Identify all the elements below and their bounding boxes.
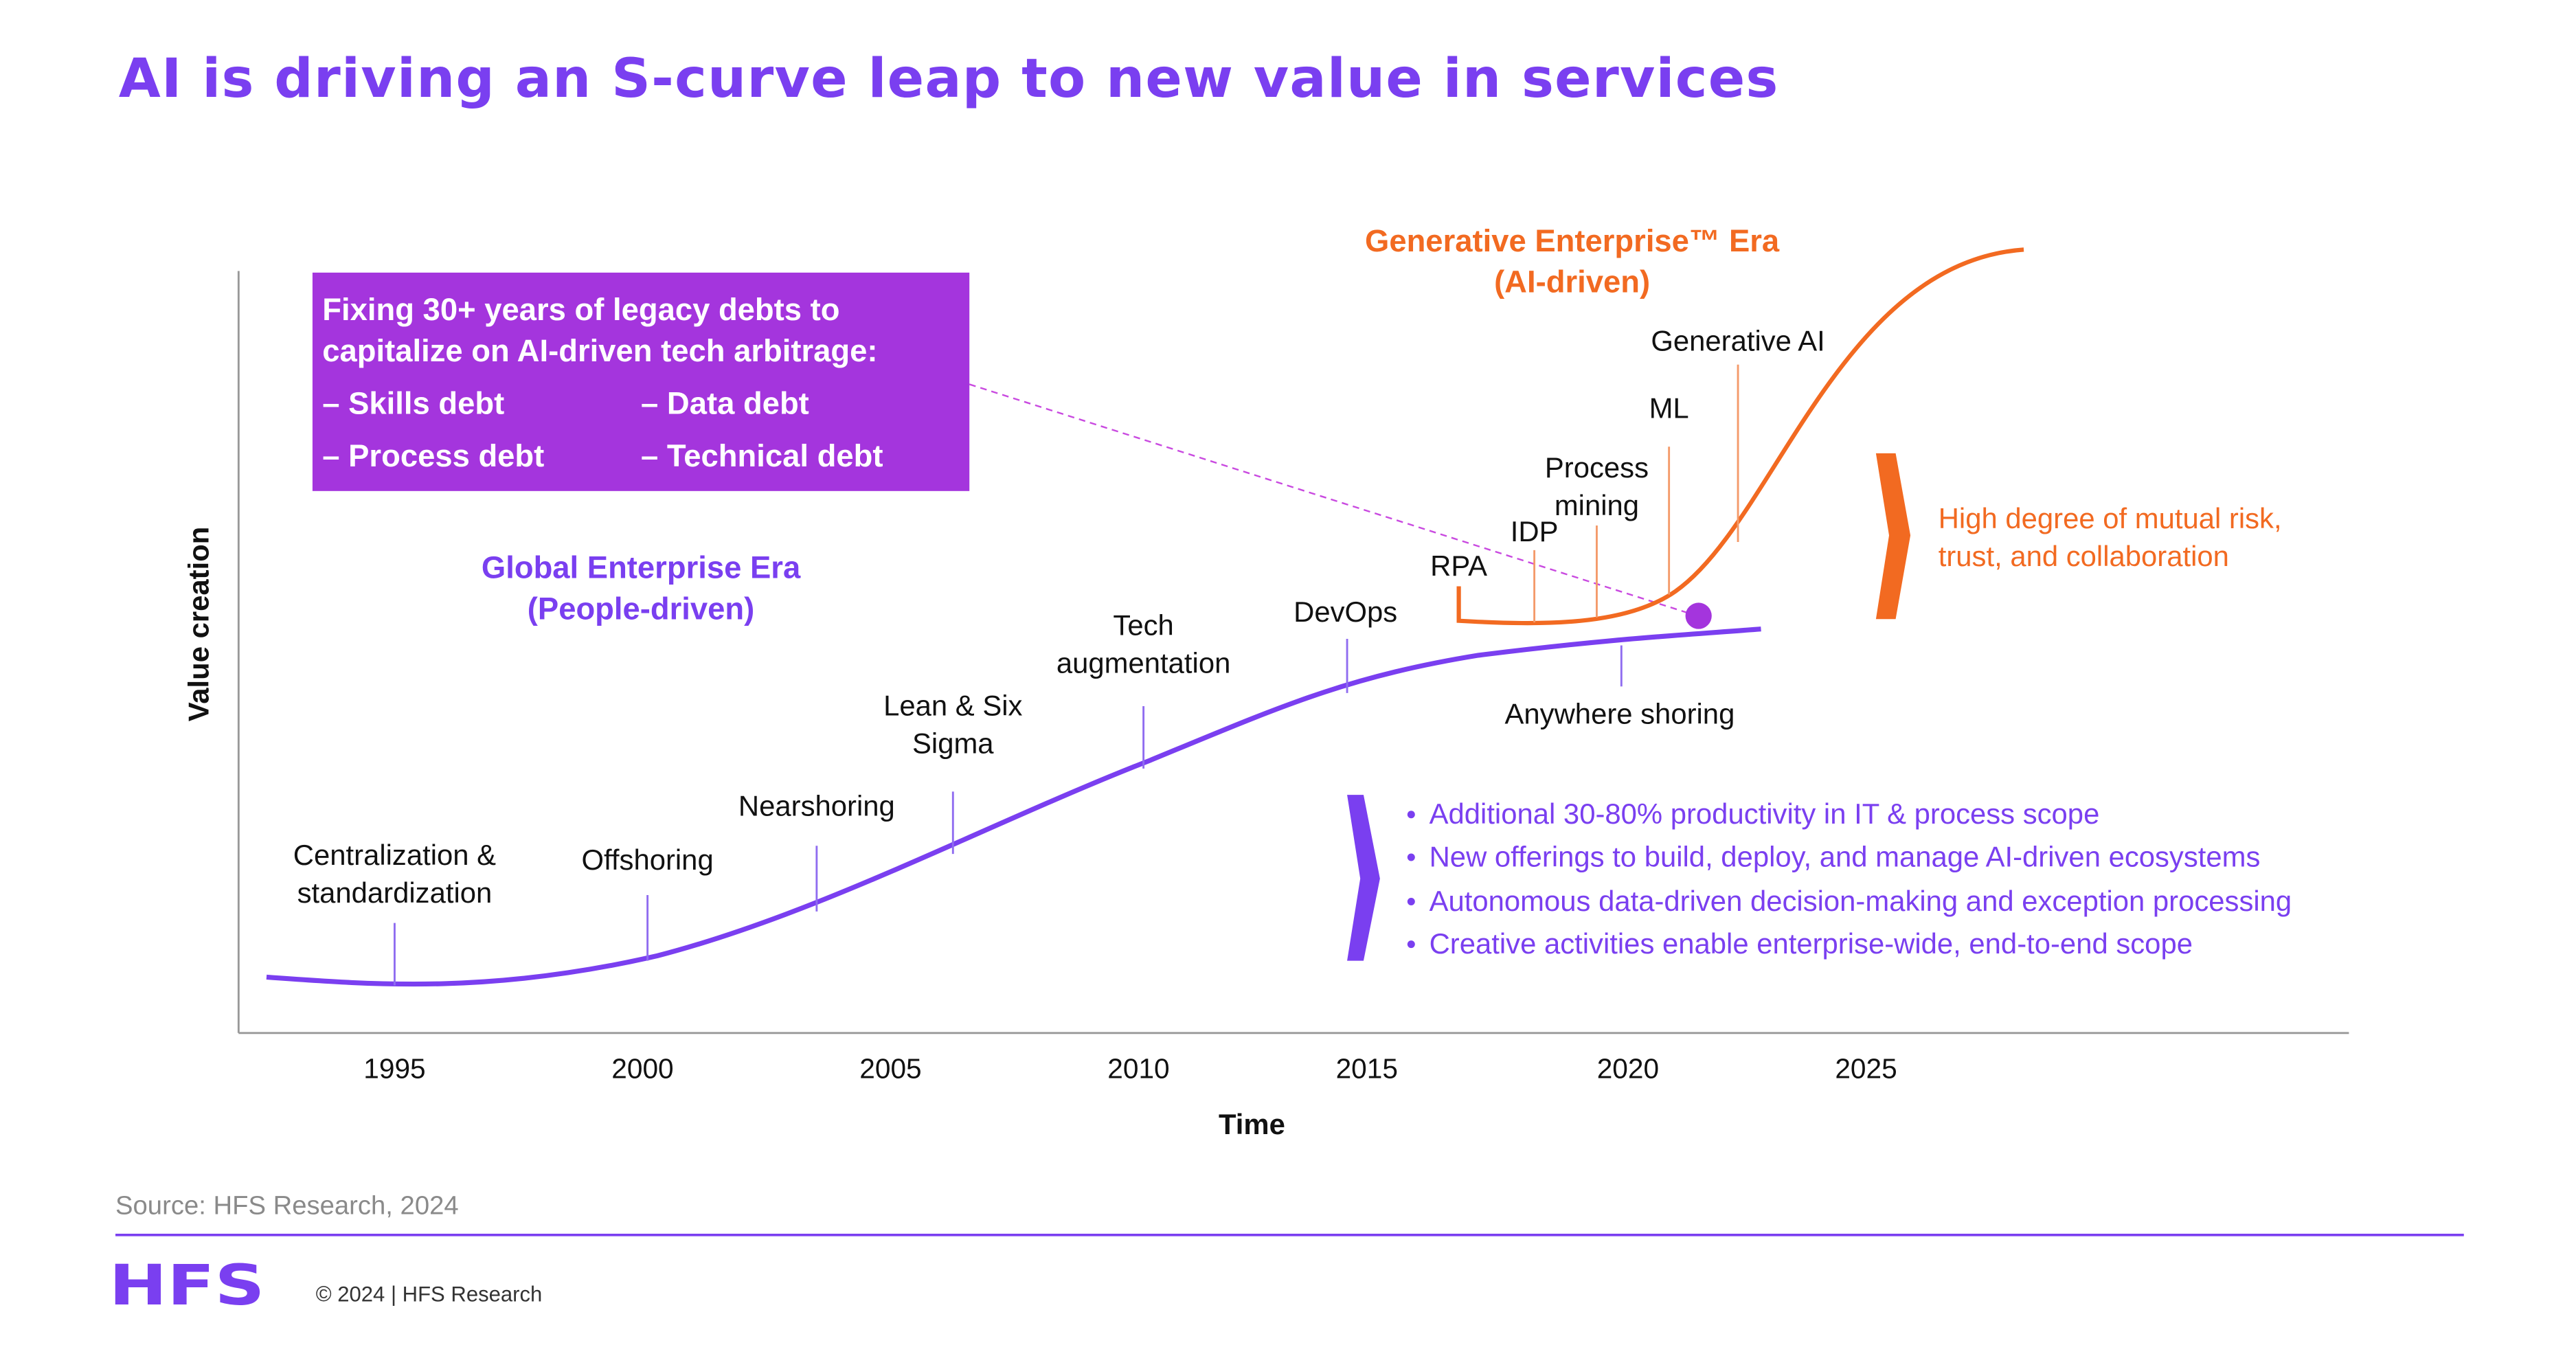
risk-arrow [1875, 453, 1911, 620]
year: 2015 [1336, 1052, 1398, 1084]
year: 2010 [1107, 1052, 1169, 1084]
callout-box [312, 272, 970, 491]
generative-curve [1456, 247, 2024, 626]
milestone: Centralization & [293, 839, 496, 871]
milestone: mining [1555, 489, 1639, 521]
era-label: (People-driven) [528, 591, 755, 626]
milestone: Lean & Six [883, 689, 1022, 721]
benefit: Creative activities enable enterprise-wi… [1430, 927, 2193, 960]
year: 2000 [611, 1052, 673, 1084]
milestone: Nearshoring [738, 789, 895, 822]
milestone: Tech [1113, 609, 1173, 641]
year: 2025 [1835, 1052, 1897, 1084]
global-ticks [394, 638, 1623, 986]
y-axis-label: Value creation [182, 527, 214, 722]
milestone: IDP [1511, 515, 1559, 547]
risk-note: trust, and collaboration [1939, 540, 2229, 572]
risk-note: High degree of mutual risk, [1939, 502, 2282, 534]
callout-heading: capitalize on AI-driven tech arbitrage: [322, 333, 877, 368]
year-labels: 1995 2000 2005 2010 2015 2020 2025 [363, 1052, 1897, 1084]
ai-milestones: RPA IDP Process mining ML Generative AI [1430, 325, 1825, 583]
benefits-arrow [1347, 795, 1380, 961]
benefits: Additional 30-80% productivity in IT & p… [1407, 798, 2292, 960]
benefit: Additional 30-80% productivity in IT & p… [1430, 798, 2100, 830]
milestone: Offshoring [582, 844, 714, 876]
source: Source: HFS Research, 2024 [115, 1190, 459, 1220]
benefit: Autonomous data-driven decision-making a… [1430, 885, 2292, 917]
title: AI is driving an S-curve leap to new val… [119, 47, 1779, 110]
bullet [1407, 853, 1415, 861]
global-milestones: Centralization & standardization Offshor… [293, 596, 1735, 909]
milestone: Process [1545, 451, 1649, 484]
milestone: augmentation [1057, 646, 1230, 679]
global-curve [266, 626, 1761, 987]
milestone: Sigma [912, 727, 994, 759]
ai-ticks [1533, 364, 1739, 623]
milestone: RPA [1430, 550, 1487, 582]
callout-item: – Process debt [322, 438, 544, 473]
milestone: ML [1649, 392, 1689, 425]
bullet [1407, 811, 1415, 819]
bullet [1407, 898, 1415, 906]
bullet [1407, 940, 1415, 949]
milestone: Generative AI [1651, 325, 1824, 357]
callout-item: – Technical debt [641, 438, 883, 473]
callout-heading: Fixing 30+ years of legacy debts to [322, 292, 839, 327]
milestone: Anywhere shoring [1505, 697, 1735, 730]
logo: HFS [109, 1254, 264, 1318]
callout-item: – Skills debt [322, 386, 504, 421]
junction-dot [1685, 602, 1712, 629]
era-label: Global Enterprise Era [482, 550, 801, 585]
year: 2005 [859, 1052, 921, 1084]
x-axis-label: Time [1219, 1108, 1285, 1140]
era-label: (AI-driven) [1494, 264, 1650, 299]
year: 1995 [363, 1052, 425, 1084]
milestone: standardization [297, 877, 493, 909]
year: 2020 [1597, 1052, 1659, 1084]
copyright: © 2024 | HFS Research [316, 1282, 543, 1306]
benefit: New offerings to build, deploy, and mana… [1430, 840, 2261, 872]
milestone: DevOps [1293, 596, 1397, 628]
callout-item: – Data debt [641, 386, 809, 421]
era-label: Generative Enterprise™ Era [1365, 223, 1780, 258]
